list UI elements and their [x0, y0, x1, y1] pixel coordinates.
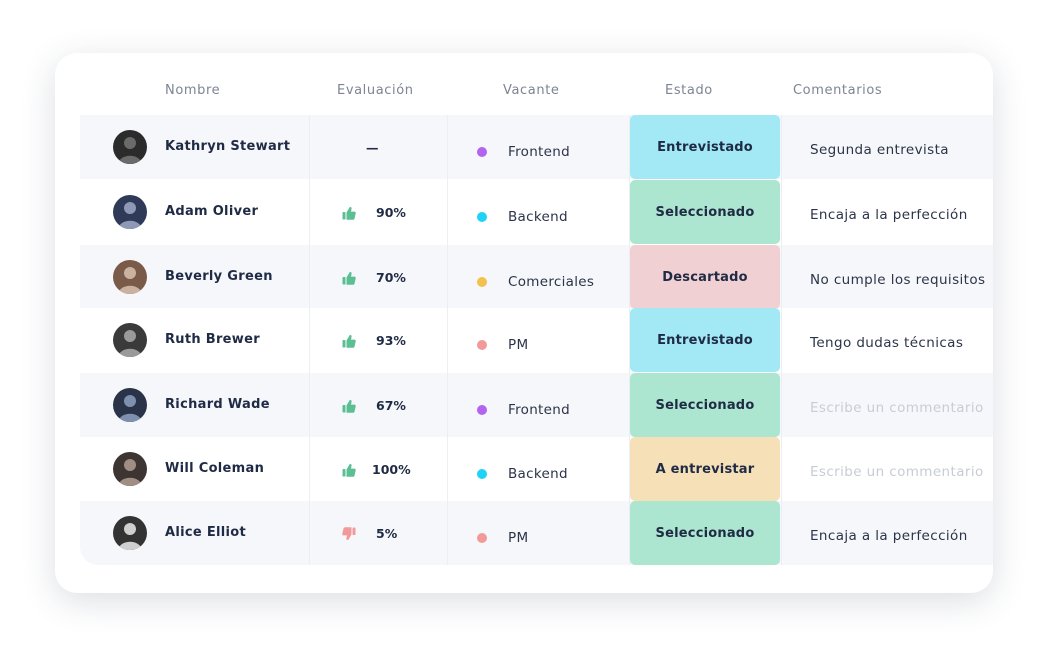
- status-badge[interactable]: Seleccionado: [630, 373, 780, 437]
- evaluation-score: 70%: [376, 270, 406, 285]
- comment-text[interactable]: No cumple los requisitos: [810, 272, 986, 288]
- vacancy-label: Backend: [508, 466, 568, 482]
- vacancy-label: Frontend: [508, 402, 570, 418]
- candidate-name[interactable]: Beverly Green: [165, 269, 273, 284]
- avatar: [113, 452, 147, 486]
- vacancy-label: PM: [508, 530, 529, 546]
- avatar: [113, 323, 147, 357]
- vacancy-dot: [477, 340, 487, 350]
- vacancy-dot: [477, 469, 487, 479]
- avatar: [113, 130, 147, 164]
- table-row[interactable]: Ruth Brewer 93% PM Entrevistado Tengo dudas …: [80, 308, 993, 372]
- status-badge[interactable]: A entrevistar: [630, 437, 780, 501]
- thumbs-down-icon: [342, 526, 356, 541]
- comment-input[interactable]: Escribe un commentario: [810, 400, 984, 416]
- column-divider: [309, 115, 310, 565]
- evaluation-score: 90%: [376, 205, 406, 220]
- thumbs-up-icon: [342, 398, 356, 413]
- candidate-name[interactable]: Richard Wade: [165, 397, 270, 412]
- thumbs-up-icon: [342, 333, 356, 348]
- header-vacancy[interactable]: Vacante: [503, 83, 560, 98]
- evaluation-score: 67%: [376, 398, 406, 413]
- candidate-name[interactable]: Alice Elliot: [165, 525, 247, 540]
- status-badge[interactable]: Seleccionado: [630, 501, 780, 565]
- header-evaluation[interactable]: Evaluación: [337, 83, 414, 98]
- vacancy-dot: [477, 405, 487, 415]
- candidates-card: Nombre Evaluación Vacante Estado Comenta…: [55, 53, 993, 593]
- evaluation-score: —: [366, 140, 379, 155]
- comment-text[interactable]: Tengo dudas técnicas: [810, 335, 964, 351]
- thumbs-up-icon: [342, 462, 356, 477]
- table-header: Nombre Evaluación Vacante Estado Comenta…: [55, 53, 993, 115]
- avatar: [113, 260, 147, 294]
- comment-text[interactable]: Segunda entrevista: [810, 142, 949, 158]
- status-badge[interactable]: Descartado: [630, 245, 780, 309]
- column-divider: [629, 115, 630, 565]
- candidate-name[interactable]: Adam Oliver: [165, 204, 259, 219]
- vacancy-label: Comerciales: [508, 274, 595, 290]
- header-name[interactable]: Nombre: [165, 83, 221, 98]
- comment-text[interactable]: Encaja a la perfección: [810, 528, 968, 544]
- table-row[interactable]: Alice Elliot 5% PM Seleccionado Encaja a la …: [80, 501, 993, 565]
- header-comments[interactable]: Comentarios: [793, 83, 883, 98]
- candidates-table: Kathryn Stewart — Frontend Entrevistado Segu…: [80, 115, 993, 565]
- vacancy-dot: [477, 147, 487, 157]
- comment-input[interactable]: Escribe un commentario: [810, 464, 984, 480]
- table-row[interactable]: Richard Wade 67% Frontend Seleccionado Escri…: [80, 373, 993, 437]
- avatar: [113, 195, 147, 229]
- evaluation-score: 100%: [372, 462, 411, 477]
- table-row[interactable]: Will Coleman 100% Backend A entrevistar Escr…: [80, 437, 993, 501]
- vacancy-dot: [477, 277, 487, 287]
- column-divider: [781, 115, 782, 565]
- candidate-name[interactable]: Will Coleman: [165, 461, 265, 476]
- vacancy-label: Backend: [508, 209, 568, 225]
- table-row[interactable]: Beverly Green 70% Comerciales Descartado No …: [80, 245, 993, 309]
- avatar: [113, 516, 147, 550]
- evaluation-score: 93%: [376, 333, 406, 348]
- table-row[interactable]: Kathryn Stewart — Frontend Entrevistado Segu…: [80, 115, 993, 179]
- candidate-name[interactable]: Ruth Brewer: [165, 332, 260, 347]
- candidate-name[interactable]: Kathryn Stewart: [165, 139, 291, 154]
- vacancy-label: Frontend: [508, 144, 570, 160]
- avatar: [113, 388, 147, 422]
- evaluation-score: 5%: [376, 526, 398, 541]
- thumbs-up-icon: [342, 270, 356, 285]
- status-badge[interactable]: Seleccionado: [630, 180, 780, 244]
- vacancy-label: PM: [508, 337, 529, 353]
- thumbs-up-icon: [342, 205, 356, 220]
- status-badge[interactable]: Entrevistado: [630, 308, 780, 372]
- comment-text[interactable]: Encaja a la perfección: [810, 207, 968, 223]
- status-badge[interactable]: Entrevistado: [630, 115, 780, 179]
- vacancy-dot: [477, 533, 487, 543]
- column-divider: [447, 115, 448, 565]
- header-status[interactable]: Estado: [665, 83, 713, 98]
- vacancy-dot: [477, 212, 487, 222]
- table-row[interactable]: Adam Oliver 90% Backend Seleccionado Encaja …: [80, 180, 993, 244]
